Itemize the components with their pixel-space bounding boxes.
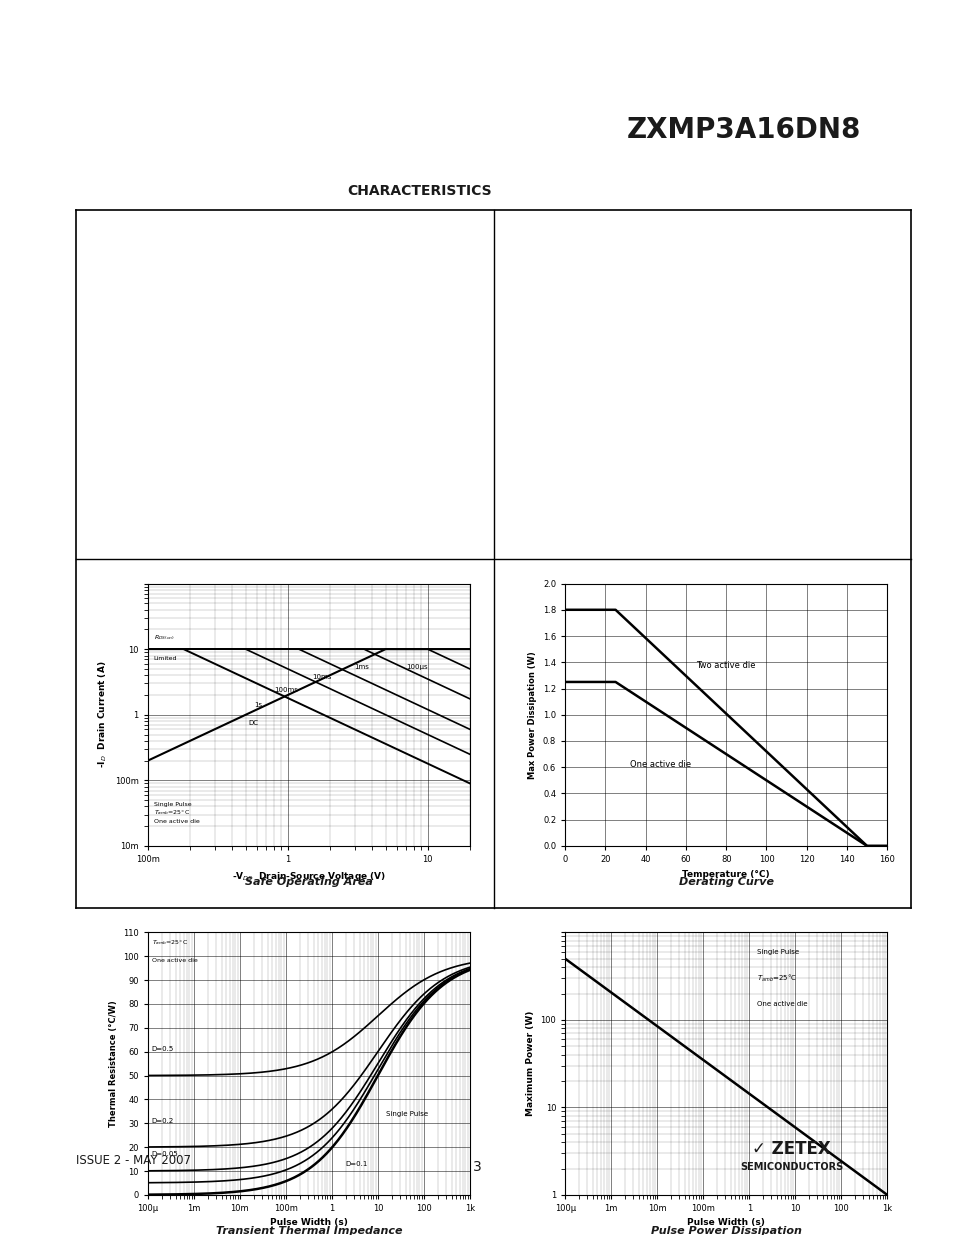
Y-axis label: Max Power Dissipation (W): Max Power Dissipation (W) <box>528 651 537 778</box>
Text: Single Pulse
$T_{amb}$=25°C
One active die: Single Pulse $T_{amb}$=25°C One active d… <box>153 802 199 824</box>
Text: Single Pulse: Single Pulse <box>757 948 799 955</box>
Text: ISSUE 2 - MAY 2007: ISSUE 2 - MAY 2007 <box>76 1155 192 1167</box>
Y-axis label: -I$_D$  Drain Current (A): -I$_D$ Drain Current (A) <box>97 661 110 768</box>
Text: CHARACTERISTICS: CHARACTERISTICS <box>347 184 492 199</box>
Text: 10ms: 10ms <box>313 674 332 680</box>
Text: D=0.1: D=0.1 <box>345 1161 368 1167</box>
X-axis label: -V$_{DS}$  Drain-Source Voltage (V): -V$_{DS}$ Drain-Source Voltage (V) <box>232 869 386 883</box>
Text: Transient Thermal Impedance: Transient Thermal Impedance <box>215 1225 401 1235</box>
Text: Limited: Limited <box>153 656 177 661</box>
Text: Single Pulse: Single Pulse <box>386 1110 428 1116</box>
Text: ✓ ZETEX: ✓ ZETEX <box>752 1140 830 1157</box>
X-axis label: Pulse Width (s): Pulse Width (s) <box>270 1219 348 1228</box>
Y-axis label: Maximum Power (W): Maximum Power (W) <box>525 1011 535 1116</box>
Text: 1s: 1s <box>254 703 262 709</box>
Text: D=0.05: D=0.05 <box>152 1151 178 1157</box>
Text: D=0.2: D=0.2 <box>152 1118 173 1124</box>
Text: $T_{amb}$=25°C: $T_{amb}$=25°C <box>152 937 188 947</box>
Text: DC: DC <box>248 720 258 726</box>
X-axis label: Temperature (°C): Temperature (°C) <box>681 869 769 878</box>
Text: Safe Operating Area: Safe Operating Area <box>245 877 373 887</box>
Text: 3: 3 <box>472 1160 481 1174</box>
Text: Pulse Power Dissipation: Pulse Power Dissipation <box>650 1225 801 1235</box>
Text: Derating Curve: Derating Curve <box>678 877 773 887</box>
Text: One active die: One active die <box>757 1002 807 1008</box>
Text: One active die: One active die <box>152 958 197 963</box>
Text: SEMICONDUCTORS: SEMICONDUCTORS <box>740 1162 842 1172</box>
Text: D=0.5: D=0.5 <box>152 1046 173 1052</box>
Text: ZXMP3A16DN8: ZXMP3A16DN8 <box>626 116 861 143</box>
Text: $R_{DS(on)}$: $R_{DS(on)}$ <box>153 634 174 642</box>
Text: 1ms: 1ms <box>355 664 369 669</box>
Text: One active die: One active die <box>629 761 690 769</box>
X-axis label: Pulse Width (s): Pulse Width (s) <box>686 1219 764 1228</box>
Y-axis label: Thermal Resistance (°C/W): Thermal Resistance (°C/W) <box>109 1000 117 1128</box>
Text: 100μs: 100μs <box>406 664 427 669</box>
Text: Two active die: Two active die <box>696 661 755 669</box>
Text: 100ms: 100ms <box>274 688 297 693</box>
Text: $T_{amb}$=25°C: $T_{amb}$=25°C <box>757 973 797 984</box>
